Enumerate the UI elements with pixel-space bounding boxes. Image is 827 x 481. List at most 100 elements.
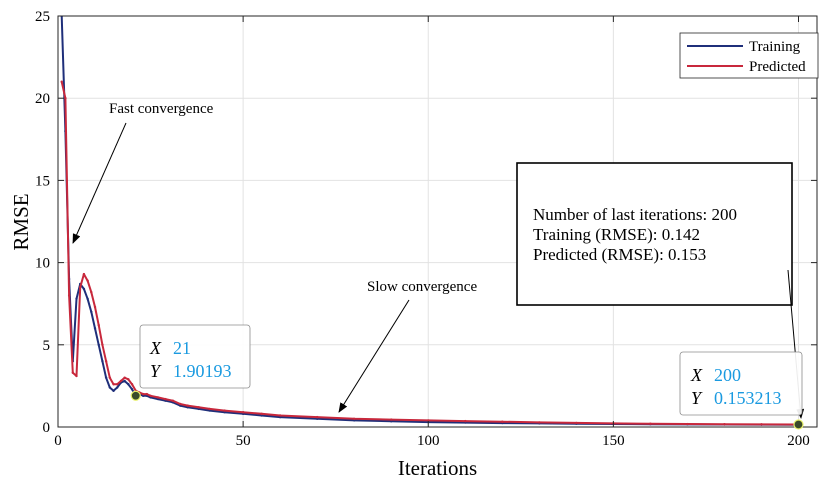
datatip-2-y-label: Y — [691, 388, 703, 408]
plot-frame — [57, 15, 818, 428]
annotation-text-slow: Slow convergence — [367, 279, 477, 295]
legend-label-predicted: Predicted — [749, 59, 806, 75]
data-point-predicted — [101, 343, 104, 346]
series-line-training — [60, 16, 799, 426]
data-point-predicted — [82, 272, 86, 276]
y-tick-label: 0 — [43, 420, 51, 436]
datatip-1-x-label: X — [149, 338, 162, 358]
data-point-training — [90, 310, 93, 314]
y-axis-label: RMSE — [9, 193, 33, 250]
data-point-predicted — [67, 294, 71, 297]
data-point-predicted — [760, 423, 763, 426]
data-point-predicted — [315, 415, 319, 419]
info-box: Number of last iterations: 200 Training … — [516, 162, 805, 419]
data-point-predicted — [260, 412, 263, 416]
datatip-1-box — [139, 324, 251, 389]
info-box-line-1: Number of last iterations: 200 — [533, 205, 737, 224]
data-point-predicted — [104, 360, 108, 363]
data-point-predicted — [278, 414, 282, 417]
info-box-line-2: Training (RMSE): 0.142 — [533, 225, 700, 244]
datatip-1[interactable]: X 21 Y 1.90193 — [130, 324, 251, 401]
datatip-2-x-value: 200 — [714, 365, 741, 385]
info-box-frame — [516, 162, 793, 306]
data-point-training — [116, 386, 119, 389]
data-point-predicted — [390, 418, 393, 421]
data-point-predicted — [127, 378, 130, 381]
series-line-predicted — [60, 81, 799, 426]
y-tick-label: 10 — [35, 256, 50, 272]
info-box-line-3: Predicted (RMSE): 0.153 — [533, 245, 706, 264]
series-group — [60, 16, 800, 426]
data-point-predicted — [93, 305, 97, 309]
data-point-predicted — [164, 397, 167, 401]
x-tick-label: 100 — [417, 433, 440, 449]
annotation-arrow-slow — [338, 299, 410, 413]
data-point-predicted — [108, 376, 112, 379]
y-tick-label: 25 — [35, 9, 50, 25]
data-point-predicted — [178, 402, 182, 406]
data-point-training — [82, 287, 86, 291]
data-point-training — [352, 419, 356, 422]
x-tick-label: 150 — [602, 433, 625, 449]
data-point-predicted — [575, 421, 578, 425]
legend-box — [679, 32, 819, 79]
datatip-2-x-label: X — [690, 365, 703, 385]
data-point-predicted — [241, 411, 245, 414]
data-point-predicted — [71, 371, 75, 374]
data-point-training — [123, 379, 126, 383]
x-tick-label: 0 — [54, 433, 62, 449]
y-tick-label: 15 — [35, 173, 50, 189]
data-point-predicted — [130, 383, 134, 386]
legend-label-training: Training — [749, 39, 801, 55]
data-point-training — [141, 394, 145, 397]
data-point-predicted — [427, 419, 430, 422]
data-point-predicted — [97, 323, 100, 327]
data-point-predicted — [649, 422, 652, 425]
x-tick-label: 50 — [236, 433, 251, 449]
data-point-training — [101, 360, 104, 363]
data-point-predicted — [686, 422, 689, 426]
data-point-predicted — [90, 290, 93, 294]
y-tick-label: 20 — [35, 91, 50, 107]
data-point-predicted — [208, 407, 211, 411]
datatip-1-marker[interactable] — [130, 390, 141, 401]
data-point-training — [260, 414, 263, 417]
data-point-predicted — [116, 383, 119, 386]
data-point-training — [112, 389, 115, 393]
datatip-2[interactable]: X 200 Y 0.153213 — [679, 351, 804, 430]
data-point-predicted — [145, 392, 149, 396]
annotation-text-fast: Fast convergence — [109, 101, 214, 117]
data-point-training — [75, 297, 78, 300]
datatip-1-y-value: 1.90193 — [173, 361, 232, 381]
annotation-slow-convergence: Slow convergence — [338, 279, 477, 413]
legend: Training Predicted — [679, 32, 819, 79]
data-point-predicted — [64, 97, 67, 100]
data-point-predicted — [501, 420, 504, 423]
data-point-predicted — [464, 419, 467, 423]
data-point-predicted — [149, 394, 152, 397]
data-point-predicted — [197, 406, 200, 409]
data-point-predicted — [186, 404, 189, 407]
data-point-training — [315, 417, 319, 420]
data-point-training — [130, 387, 134, 391]
data-point-training — [93, 327, 97, 330]
data-point-predicted — [75, 374, 78, 378]
data-point-training — [104, 376, 108, 379]
data-point-predicted — [156, 396, 160, 399]
data-point-predicted — [79, 286, 82, 289]
data-point-predicted — [538, 421, 541, 424]
axis-ticks: 0 5 10 15 20 25 0 50 100 150 200 — [35, 9, 817, 449]
data-point-training — [390, 420, 393, 423]
datatip-2-y-value: 0.153213 — [714, 388, 782, 408]
y-tick-label: 5 — [43, 338, 51, 354]
x-axis-label: Iterations — [398, 456, 477, 480]
data-point-predicted — [86, 279, 89, 282]
data-point-predicted — [223, 409, 226, 412]
data-point-training — [108, 386, 112, 389]
data-point-training — [127, 383, 130, 386]
data-point-predicted — [112, 383, 115, 386]
datatip-1-x-value: 21 — [173, 338, 191, 358]
data-point-training — [86, 297, 89, 300]
datatip-2-marker[interactable] — [793, 419, 804, 430]
